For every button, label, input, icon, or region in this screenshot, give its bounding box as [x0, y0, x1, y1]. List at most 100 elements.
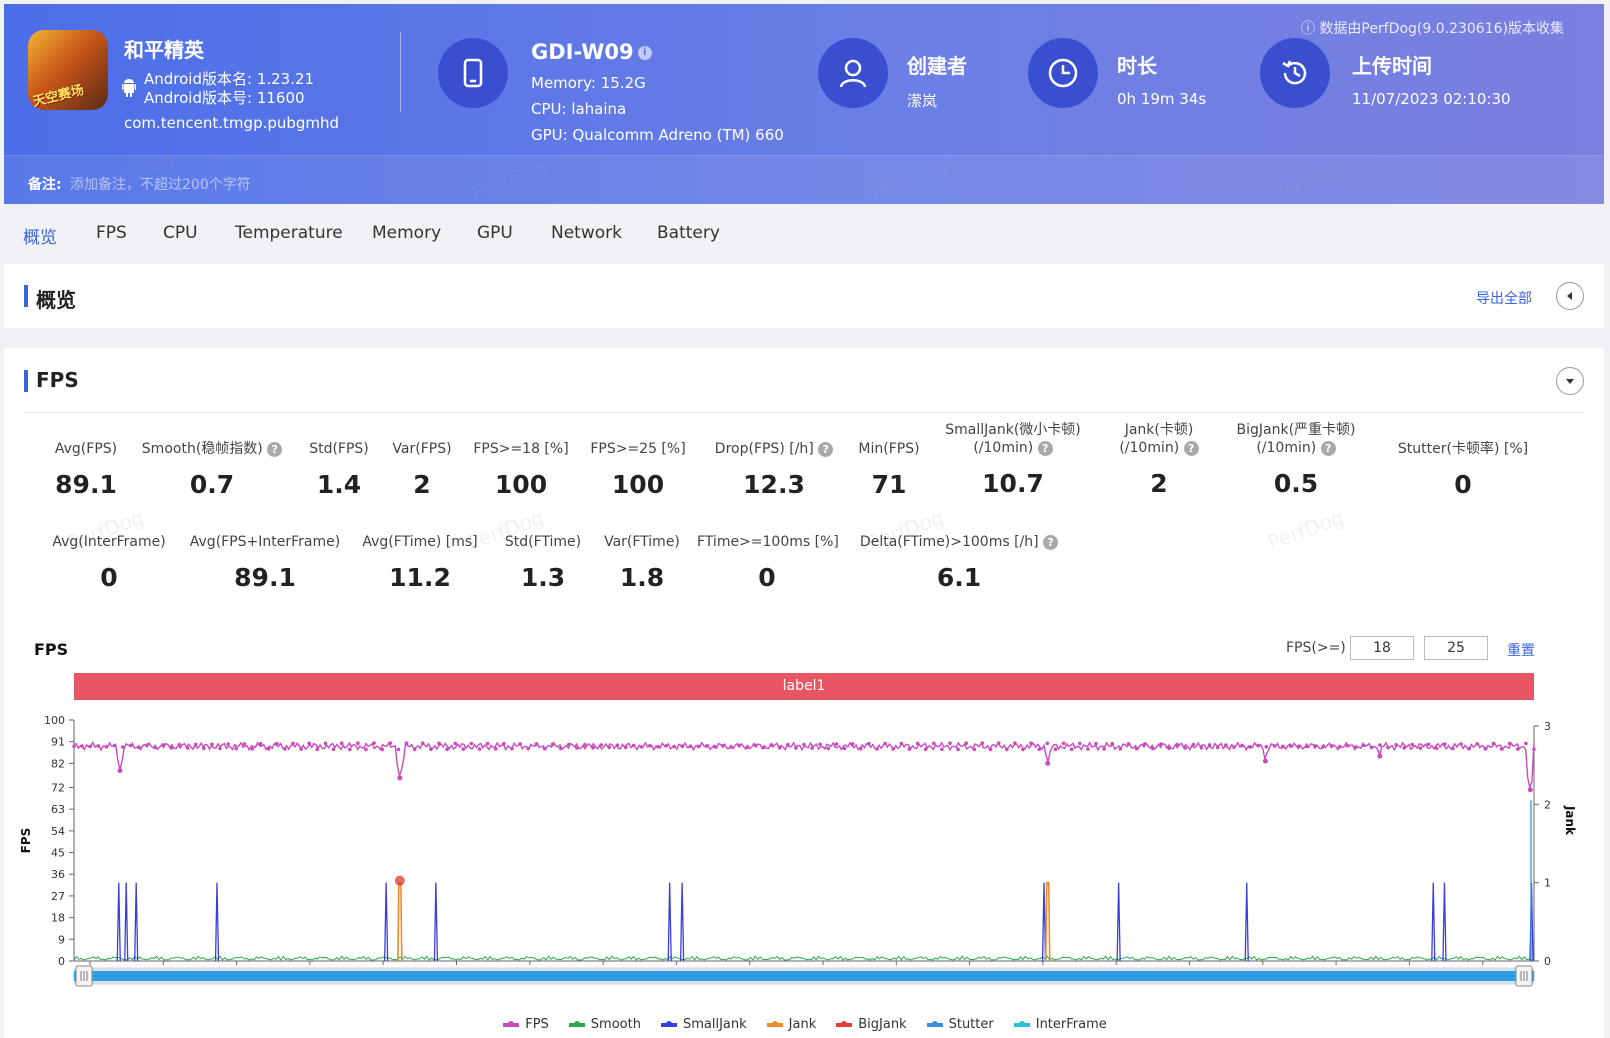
fps-point [777, 745, 782, 750]
fps-threshold-2-input[interactable] [1424, 636, 1488, 660]
fps-point [680, 744, 685, 748]
fps-point [1434, 746, 1439, 751]
caret-down-icon [1566, 379, 1574, 384]
metric-var-ftime: Var(FTime) 1.8 [592, 533, 692, 592]
fps-point [112, 743, 117, 748]
fps-chart[interactable]: 100918272635445362718903210FPSJank00:000… [0, 700, 1610, 1038]
y2-tick-label: 3 [1544, 720, 1551, 733]
y-tick-label: 100 [44, 714, 65, 727]
legend-swatch-icon [503, 1020, 520, 1027]
tab-cpu[interactable]: CPU [163, 223, 198, 243]
info-icon[interactable]: i [637, 46, 652, 60]
help-icon[interactable]: ? [267, 441, 283, 457]
fps-point [461, 747, 466, 751]
metric-value: 1.8 [619, 563, 665, 592]
fps-point [315, 747, 320, 751]
metric-fps-ge-18: FPS>=18 [%] 100 [466, 440, 576, 499]
note-label: 备注: [28, 177, 62, 193]
label-band[interactable]: label1 [74, 673, 1534, 700]
legend-item[interactable]: Stutter [926, 1017, 994, 1032]
fps-point [1207, 743, 1212, 747]
legend-item[interactable]: SmallJank [660, 1017, 747, 1032]
metric-value: 0 [758, 563, 776, 592]
metric-value: 0.7 [189, 470, 235, 499]
legend-label: Smooth [590, 1017, 641, 1032]
fps-point [153, 745, 157, 750]
legend-item[interactable]: Jank [766, 1017, 816, 1032]
help-icon[interactable]: ? [818, 441, 834, 457]
note-input[interactable]: 添加备注，不超过200个字符 [70, 177, 251, 193]
fps-point [258, 741, 263, 746]
collapse-button[interactable] [1556, 282, 1584, 310]
app-icon: 天空赛场 [28, 30, 108, 110]
tab-gpu[interactable]: GPU [477, 223, 513, 243]
fps-point [1224, 743, 1228, 747]
help-icon[interactable]: ? [1183, 440, 1199, 456]
fps-point [915, 741, 920, 746]
tab-temperature[interactable]: Temperature [235, 223, 343, 243]
overview-panel: 概览 导出全部 [4, 264, 1604, 328]
fps-point [80, 744, 84, 748]
metric-value: 12.3 [743, 470, 805, 499]
tab-network[interactable]: Network [551, 223, 622, 243]
legend-swatch-icon [660, 1020, 677, 1027]
fps-point [648, 743, 652, 748]
fps-point [631, 743, 636, 748]
fps-point [283, 747, 287, 751]
fps-point [769, 743, 774, 747]
metric-stutter: Stutter(卡顿率) [%] 0 [1388, 440, 1538, 499]
help-icon[interactable]: ? [1320, 440, 1336, 456]
fps-point [145, 743, 149, 747]
fps-point [623, 745, 628, 749]
metric-label: Avg(InterFrame) [52, 534, 166, 550]
tab-memory[interactable]: Memory [372, 223, 442, 243]
fps-point [753, 743, 758, 747]
fps-point [988, 747, 993, 752]
tab-fps[interactable]: FPS [96, 223, 127, 243]
app-name: 和平精英 [124, 38, 204, 62]
fps-threshold-1-input[interactable] [1350, 636, 1414, 660]
header-divider [400, 32, 401, 112]
legend-item[interactable]: FPS [503, 1017, 549, 1032]
section-marker [24, 285, 28, 307]
help-icon[interactable]: ? [1043, 534, 1059, 550]
fps-point [1264, 745, 1269, 749]
legend-item[interactable]: InterFrame [1013, 1017, 1107, 1032]
metric-label: Var(FTime) [604, 534, 680, 550]
metric-value: 0 [100, 563, 118, 592]
legend-item[interactable]: BigJank [836, 1017, 907, 1032]
fps-point [348, 747, 352, 752]
legend-item[interactable]: Smooth [568, 1017, 641, 1032]
fps-point [210, 742, 214, 746]
fps-point [826, 746, 831, 751]
metric-value: 100 [611, 470, 665, 499]
fps-point [1483, 747, 1488, 751]
upload-title: 上传时间 [1352, 54, 1432, 78]
fps-point [1151, 746, 1155, 751]
fps-point [883, 741, 887, 746]
metric-min-fps: Min(FPS) 71 [844, 440, 934, 499]
fps-point [996, 741, 1001, 745]
reset-button[interactable]: 重置 [1507, 643, 1535, 659]
fps-point [591, 745, 595, 750]
fps-point [1288, 744, 1293, 748]
section-marker [24, 370, 28, 392]
fps-chart-title: FPS [34, 640, 69, 659]
legend-swatch-icon [926, 1020, 943, 1027]
tab-overview[interactable]: 概览 [23, 228, 57, 248]
fps-point [1167, 746, 1171, 750]
export-all-link[interactable]: 导出全部 [1476, 291, 1532, 307]
fps-point [1418, 746, 1423, 750]
fps-point [1175, 742, 1179, 747]
metric-label: Std(FTime) [504, 534, 582, 550]
metric-label-text: Drop(FPS) [/h] [714, 441, 814, 457]
fps-dip-point [1527, 787, 1533, 793]
metric-avg-fps-interframe: Avg(FPS+InterFrame) 89.1 [185, 533, 345, 592]
fps-section-title: FPS [36, 368, 79, 392]
help-icon[interactable]: ? [1037, 440, 1053, 456]
tab-battery[interactable]: Battery [657, 223, 720, 243]
metric-label: BigJank(严重卡顿) [1236, 422, 1356, 438]
expand-button[interactable] [1556, 367, 1584, 395]
fps-point [867, 741, 871, 746]
fps-point [72, 744, 76, 749]
